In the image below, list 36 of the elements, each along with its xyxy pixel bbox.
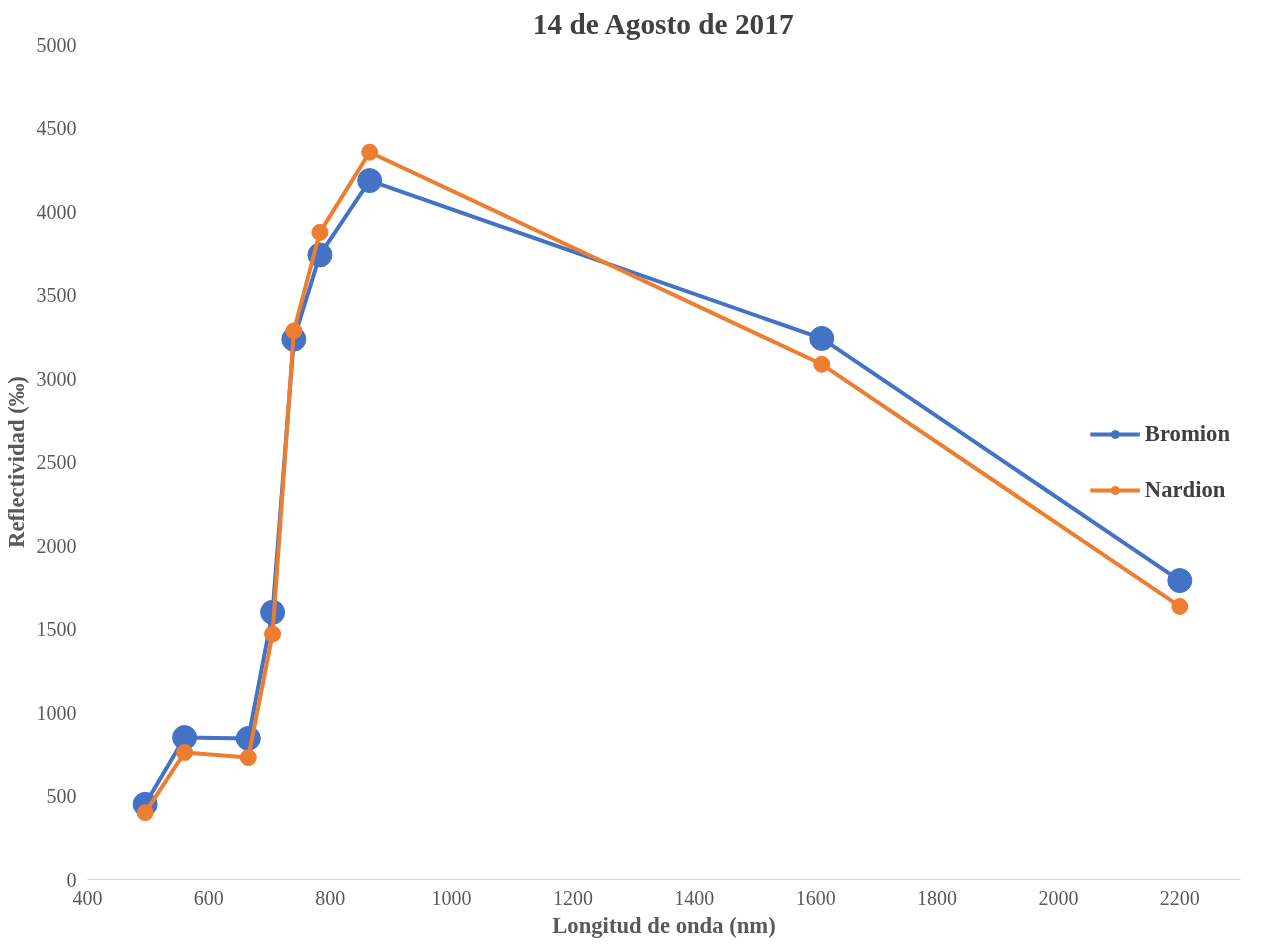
y-tick-label: 1500 xyxy=(36,618,77,640)
y-tick-label: 3000 xyxy=(36,367,77,390)
x-tick-label: 600 xyxy=(193,886,224,909)
point xyxy=(311,223,329,241)
point xyxy=(264,625,282,643)
x-tick-label: 1800 xyxy=(917,886,958,909)
x-tick-label: 800 xyxy=(315,886,346,909)
x-axis-title: Longitud de onda (nm) xyxy=(552,912,776,938)
y-tick-label: 1000 xyxy=(36,701,77,724)
x-tick-label: 1400 xyxy=(674,886,715,909)
point xyxy=(361,143,379,161)
point xyxy=(1171,597,1189,615)
x-tick-label: 1600 xyxy=(795,886,836,909)
point xyxy=(357,168,383,194)
x-tick-label: 2200 xyxy=(1159,886,1200,909)
point xyxy=(285,322,303,340)
point xyxy=(176,744,194,762)
point xyxy=(813,355,831,373)
y-axis-title: Reflectividad (‰) xyxy=(3,376,29,548)
x-tick-label: 1000 xyxy=(431,886,472,909)
point xyxy=(1167,568,1193,594)
y-tick-label: 2500 xyxy=(36,451,77,473)
point xyxy=(809,325,835,351)
y-tick-label: 4500 xyxy=(36,117,77,139)
point xyxy=(239,749,257,767)
legend-label: Bromion xyxy=(1144,420,1230,447)
y-tick-label: 5000 xyxy=(36,33,77,56)
y-tick-label: 4000 xyxy=(36,200,77,223)
y-tick-label: 2000 xyxy=(36,534,77,557)
y-tick-label: 3500 xyxy=(36,284,77,306)
chart-title: 14 de Agosto de 2017 xyxy=(532,7,794,40)
point xyxy=(136,804,154,822)
y-tick-label: 500 xyxy=(46,785,77,807)
x-tick-label: 2000 xyxy=(1038,886,1079,909)
x-tick-label: 1200 xyxy=(552,886,593,909)
legend-label: Nardion xyxy=(1144,476,1226,503)
